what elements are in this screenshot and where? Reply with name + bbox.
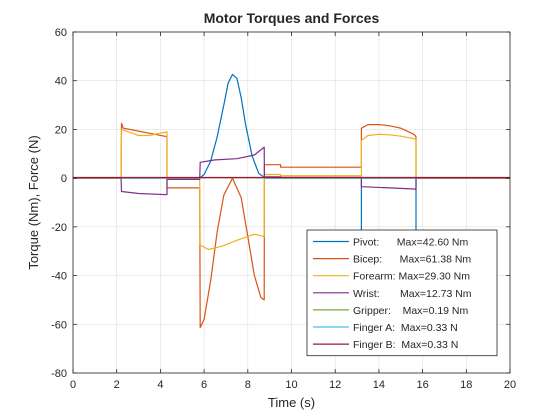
x-tick-label: 10 [285, 379, 297, 391]
x-tick-label: 16 [416, 379, 428, 391]
legend-label-pivot: Pivot: Max=42.60 Nm [353, 237, 469, 249]
legend-label-finger-a: Finger A: Max=0.33 N [353, 322, 458, 334]
x-tick-label: 20 [504, 379, 516, 391]
chart-title: Motor Torques and Forces [204, 10, 380, 26]
y-tick-label: -20 [51, 222, 67, 234]
x-tick-label: 0 [70, 379, 76, 391]
x-axis-label: Time (s) [268, 395, 315, 410]
y-axis-label: Torque (Nm), Force (N) [26, 135, 41, 269]
x-tick-label: 6 [201, 379, 207, 391]
y-tick-labels: -80 -60 -40 -20 0 20 40 60 [51, 27, 67, 380]
x-tick-label: 12 [329, 379, 341, 391]
x-tick-label: 2 [114, 379, 120, 391]
y-tick-label: 0 [61, 173, 67, 185]
series-line-forearm [73, 128, 510, 251]
legend-label-bicep: Bicep: Max=61.38 Nm [353, 254, 471, 266]
y-tick-label: -60 [51, 319, 67, 331]
legend-label-forearm: Forearm: Max=29.30 Nm [353, 271, 470, 283]
x-tick-label: 18 [460, 379, 472, 391]
legend-label-finger-b: Finger B: Max=0.33 N [353, 339, 458, 351]
x-tick-label: 14 [373, 379, 385, 391]
legend-label-wrist: Wrist: Max=12.73 Nm [353, 288, 472, 300]
plot-series [73, 73, 510, 329]
x-tick-labels: 0 2 4 6 8 10 12 14 16 18 20 [70, 379, 516, 391]
series-line-wrist [73, 146, 510, 196]
x-tick-label: 4 [157, 379, 163, 391]
legend: Pivot: Max=42.60 Nm Bicep: Max=61.38 Nm Fo… [306, 229, 498, 357]
x-tick-label: 8 [245, 379, 251, 391]
legend-label-gripper: Gripper: Max=0.19 Nm [353, 305, 469, 317]
y-tick-label: -80 [51, 368, 67, 380]
y-tick-label: 20 [55, 124, 67, 136]
tick-marks [72, 31, 511, 374]
y-tick-label: 40 [55, 76, 67, 88]
y-tick-label: -40 [51, 271, 67, 283]
y-tick-label: 60 [55, 27, 67, 39]
